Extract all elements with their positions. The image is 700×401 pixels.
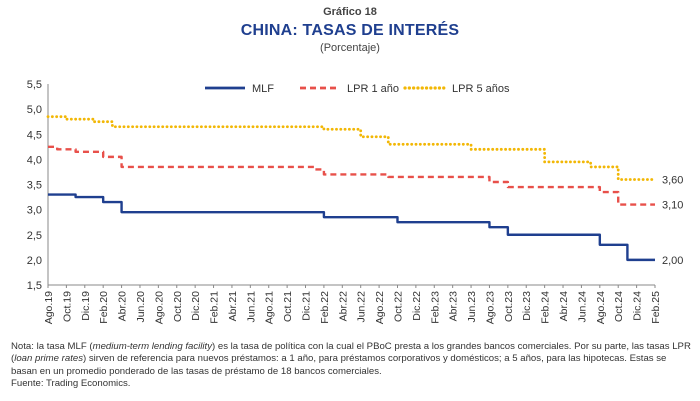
x-tick-label: Abr.20 <box>117 291 129 322</box>
x-tick-label: Jun.22 <box>356 291 368 323</box>
x-tick-label: Abr.22 <box>337 291 349 322</box>
y-tick-label: 3,0 <box>27 205 42 217</box>
x-tick-label: Feb.23 <box>429 291 441 324</box>
interest-rates-chart: 1,5 2,0 2,5 3,0 3,5 4,0 4,5 5,0 5,5 Ago.19 Oct.19 D… <box>27 79 684 324</box>
x-tick-label: Feb.21 <box>209 291 221 324</box>
x-tick-label: Ago.24 <box>595 291 607 324</box>
lpr-term: loan prime rates <box>14 353 83 365</box>
series-end-label: 3,10 <box>662 200 683 212</box>
x-tick-label: Dic.21 <box>301 291 313 321</box>
x-tick-label: Dic.24 <box>632 291 644 321</box>
x-tick-label: Ago.19 <box>43 291 55 324</box>
chart-pretitle: Gráfico 18 <box>323 6 377 18</box>
x-tick-label: Oct.22 <box>392 291 404 322</box>
y-tick-label: 4,5 <box>27 129 42 141</box>
legend-label: LPR 5 años <box>452 83 510 95</box>
x-tick-label: Ago.21 <box>264 291 276 324</box>
x-tick-label: Feb.25 <box>650 291 662 324</box>
x-tick-label: Jun.23 <box>466 291 478 323</box>
x-tick-label: Dic.22 <box>411 291 423 321</box>
x-tick-label: Oct.20 <box>172 291 184 322</box>
x-tick-label: Oct.21 <box>282 291 294 322</box>
y-tick-label: 5,5 <box>27 79 42 91</box>
x-tick-label: Jun.24 <box>576 291 588 323</box>
series-end-label: 3,60 <box>662 174 683 186</box>
x-tick-label: Feb.24 <box>540 291 552 324</box>
y-tick-label: 5,0 <box>27 104 42 116</box>
y-tick-label: 1,5 <box>27 280 42 292</box>
x-tick-label: Feb.22 <box>319 291 331 324</box>
note-text: Nota: la tasa MLF (medium-term lending f… <box>11 341 691 377</box>
x-tick-label: Dic.20 <box>190 291 202 321</box>
x-tick-label: Oct.23 <box>503 291 515 322</box>
x-tick-label: Jun.20 <box>135 291 147 323</box>
series-line-2 <box>46 115 657 181</box>
x-tick-label: Ago.20 <box>153 291 165 324</box>
y-tick-label: 2,5 <box>27 230 42 242</box>
legend-label: MLF <box>252 83 274 95</box>
legend-label: LPR 1 año <box>347 83 399 95</box>
chart-notes: Nota: la tasa MLF (medium-term lending f… <box>11 341 691 390</box>
y-tick-label: 2,0 <box>27 255 42 267</box>
series-line-0 <box>48 193 655 262</box>
source-text: Fuente: Trading Economics. <box>11 377 131 389</box>
x-tick-label: Oct.24 <box>613 291 625 322</box>
x-tick-label: Abr.24 <box>558 291 570 322</box>
x-tick-label: Abr.23 <box>448 291 460 322</box>
x-tick-label: Dic.19 <box>80 291 92 321</box>
x-tick-label: Ago.23 <box>484 291 496 324</box>
x-tick-label: Jun.21 <box>245 291 257 323</box>
x-tick-label: Feb.20 <box>98 291 110 324</box>
x-tick-label: Ago.22 <box>374 291 386 324</box>
mlf-term: medium-term lending facility <box>92 341 213 352</box>
x-tick-label: Abr.21 <box>227 291 239 322</box>
series-line-1 <box>48 145 655 206</box>
series-end-label: 2,00 <box>662 255 683 267</box>
chart-title: CHINA: TASAS DE INTERÉS <box>240 22 460 39</box>
y-tick-label: 4,0 <box>27 154 42 166</box>
chart-subtitle: (Porcentaje) <box>320 42 380 54</box>
x-tick-label: Oct.19 <box>61 291 73 322</box>
y-tick-label: 3,5 <box>27 180 42 192</box>
x-tick-label: Dic.23 <box>521 291 533 321</box>
